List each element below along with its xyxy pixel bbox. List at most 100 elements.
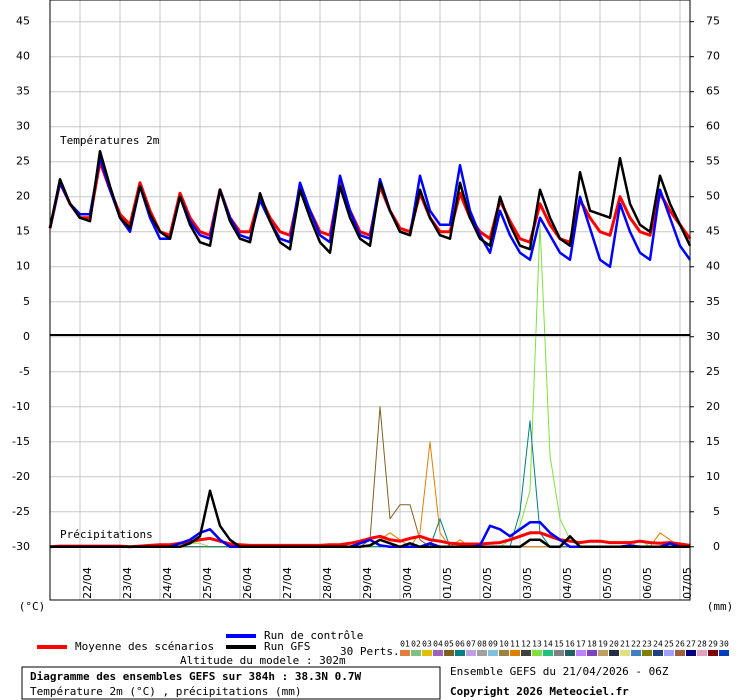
perturbation-label: 12 (521, 640, 531, 649)
perturbation-swatch (664, 650, 674, 656)
perturbation-label: 24 (653, 640, 663, 649)
perturbation-label: 28 (697, 640, 707, 649)
y-tick-label: -30 (12, 540, 30, 553)
altitude: Altitude du modele : 302m (180, 654, 346, 667)
perturbation-swatch (653, 650, 663, 656)
perturbation-label: 25 (664, 640, 674, 649)
precip-line (49, 531, 691, 549)
perturbation-swatch (620, 650, 630, 656)
y2-tick-label: 10 (706, 470, 720, 483)
perturbation-label: 02 (411, 640, 421, 649)
perturbation-swatch (444, 650, 454, 656)
x-tick-label: 24/04 (161, 567, 174, 599)
y2-tick-label: 65 (706, 85, 720, 98)
x-tick-label: 05/05 (601, 567, 614, 599)
perturbation-label: 20 (609, 640, 619, 649)
y2-tick-label: 0 (713, 540, 720, 553)
perturbation-label: 14 (543, 640, 553, 649)
x-tick-label: 27/04 (281, 567, 294, 599)
y2-tick-label: 15 (706, 435, 720, 448)
perturbation-swatch (532, 650, 542, 656)
perturbation-label: 27 (686, 640, 696, 649)
y2-tick-label: 20 (706, 400, 720, 413)
y-tick-label: -15 (12, 435, 30, 448)
perturbation-label: 17 (576, 640, 586, 649)
perturbation-swatch (477, 650, 487, 656)
perturbation-label: 16 (565, 640, 575, 649)
y-tick-label: 40 (16, 50, 30, 63)
perturbation-label: 11 (510, 640, 520, 649)
perturbation-swatch (400, 650, 410, 656)
y-axis-label: (°C) (19, 600, 46, 613)
temp-line (48, 149, 692, 254)
perturbation-label: 30 (719, 640, 729, 649)
perturbation-swatch (466, 650, 476, 656)
perturbation-swatch (675, 650, 685, 656)
lines (48, 149, 692, 549)
x-tick-label: 03/05 (521, 567, 534, 599)
y2-tick-label: 70 (706, 50, 720, 63)
y-tick-label: -25 (12, 505, 30, 518)
perturbation-swatch (719, 650, 729, 656)
perturbation-swatch (598, 650, 608, 656)
y-tick-label: -5 (19, 365, 30, 378)
y-tick-label: 25 (16, 155, 30, 168)
x-tick-label: 22/04 (81, 567, 94, 599)
perturbation-swatch (455, 650, 465, 656)
perturbation-label: 23 (642, 640, 652, 649)
y-tick-label: 45 (16, 15, 30, 28)
y2-tick-label: 30 (706, 330, 720, 343)
info-box (21, 666, 441, 700)
run-info: Ensemble GEFS du 21/04/2026 - 06Z (450, 665, 669, 678)
perturbation-swatch (587, 650, 597, 656)
y-tick-label: 15 (16, 225, 30, 238)
plot-frame (49, 0, 691, 601)
perturbation-swatch (488, 650, 498, 656)
perturbation-label: 09 (488, 640, 498, 649)
perturbation-swatch (510, 650, 520, 656)
perturbation-label: 06 (455, 640, 465, 649)
perturbation-label: 19 (598, 640, 608, 649)
perturbation-swatch (708, 650, 718, 656)
y2-tick-label: 25 (706, 365, 720, 378)
grid (50, 0, 694, 600)
perturbation-label: 15 (554, 640, 564, 649)
x-tick-label: 26/04 (241, 567, 254, 599)
x-tick-label: 25/04 (201, 567, 214, 599)
legend-label: Run GFS (264, 640, 310, 653)
perturbation-swatch (433, 650, 443, 656)
y2-tick-label: 50 (706, 190, 720, 203)
perturbation-legend: 01 02 03 04 05 06 07 08 09 10 11 12 13 14 15 16 17 18 19 20… (400, 640, 729, 656)
perturbation-label: 07 (466, 640, 476, 649)
x-tick-label: 04/05 (561, 567, 574, 599)
precip-line (50, 489, 690, 549)
y2-tick-label: 45 (706, 225, 720, 238)
y-tick-label: 0 (23, 330, 30, 343)
perturbation-swatch (554, 650, 564, 656)
x-tick-label: 01/05 (441, 567, 454, 599)
perturbation-swatch (499, 650, 509, 656)
perturbation-label: 10 (499, 640, 509, 649)
x-tick-label: 29/04 (361, 567, 374, 599)
y2-tick-label: 35 (706, 295, 720, 308)
x-tick-label: 07/05 (681, 567, 694, 599)
perturbation-label: 03 (422, 640, 432, 649)
perturbation-label: 21 (620, 640, 630, 649)
plot-area (50, 0, 690, 600)
perturbation-label: 26 (675, 640, 685, 649)
legend-label: Run de contrôle (264, 629, 363, 642)
perturbation-swatch (565, 650, 575, 656)
chart-subtitle: Température 2m (°C) , précipitations (mm… (30, 685, 302, 698)
y-tick-label: 20 (16, 190, 30, 203)
perturbation-swatch (642, 650, 652, 656)
perturbation-label: 18 (587, 640, 597, 649)
perturbation-swatch (686, 650, 696, 656)
y2-tick-label: 60 (706, 120, 720, 133)
perturbation-label: 13 (532, 640, 542, 649)
y-tick-label: -20 (12, 470, 30, 483)
y-tick-label: 30 (16, 120, 30, 133)
y-tick-label: 10 (16, 260, 30, 273)
perturbation-label: 22 (631, 640, 641, 649)
